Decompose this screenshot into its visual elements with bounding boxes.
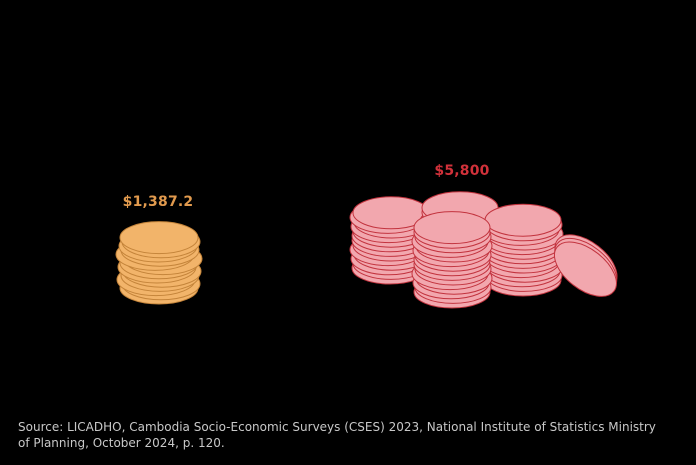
value-label-1387: $1,387.2: [122, 194, 194, 210]
coin-pile: [349, 196, 431, 285]
coin: [484, 203, 562, 237]
coin-stack-1387: [115, 221, 203, 305]
coin: [554, 241, 617, 297]
coin-pile: [482, 203, 564, 297]
leaning-coins: [554, 234, 618, 297]
coin-stack-5800: [349, 191, 618, 309]
source-note: Source: LICADHO, Cambodia Socio-Economic…: [18, 420, 656, 450]
value-label-5800: $5,800: [434, 163, 490, 179]
coin-pile: [411, 211, 493, 309]
coin: [413, 211, 491, 245]
coin: [119, 221, 199, 255]
